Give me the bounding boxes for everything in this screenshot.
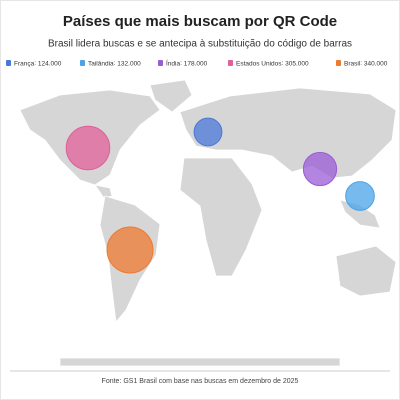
legend-value: 178.000: [184, 60, 208, 67]
bubble: [106, 226, 154, 274]
legend-swatch: [228, 60, 233, 66]
legend-name: França: [14, 60, 35, 67]
bubble: [193, 117, 223, 147]
legend-swatch: [158, 60, 163, 66]
bubbles: [65, 117, 375, 274]
legend-label: Índia: 178.000: [166, 58, 208, 67]
legend-name: Índia: [166, 58, 180, 67]
legend-name: Brasil: [344, 60, 361, 67]
bubble: [65, 125, 111, 171]
legend-value: 124.000: [38, 60, 62, 67]
chart-title: Países que mais buscam por QR Code: [63, 13, 337, 30]
legend-swatch: [6, 60, 11, 66]
legend-value: 340.000: [364, 60, 388, 67]
legend-swatch: [80, 60, 85, 66]
legend-label: Tailândia: 132.000: [88, 60, 141, 67]
legend-value: 132.000: [117, 60, 141, 67]
legend: França: 124.000 Tailândia: 132.000 Índia: …: [6, 58, 388, 67]
legend-label: França: 124.000: [14, 60, 62, 67]
legend-value: 305.000: [285, 60, 309, 67]
legend-label: Brasil: 340.000: [344, 60, 388, 67]
source: Fonte: GS1 Brasil com base nas buscas em…: [102, 378, 299, 385]
legend-name: Tailândia: [88, 60, 114, 67]
bubble: [302, 151, 338, 187]
legend-label: Estados Unidos: 305.000: [236, 60, 309, 67]
legend-name: Estados Unidos: [236, 60, 282, 67]
chart-subtitle: Brasil lidera buscas e se antecipa à sub…: [48, 39, 352, 50]
bubble: [345, 181, 375, 211]
legend-swatch: [336, 60, 341, 66]
